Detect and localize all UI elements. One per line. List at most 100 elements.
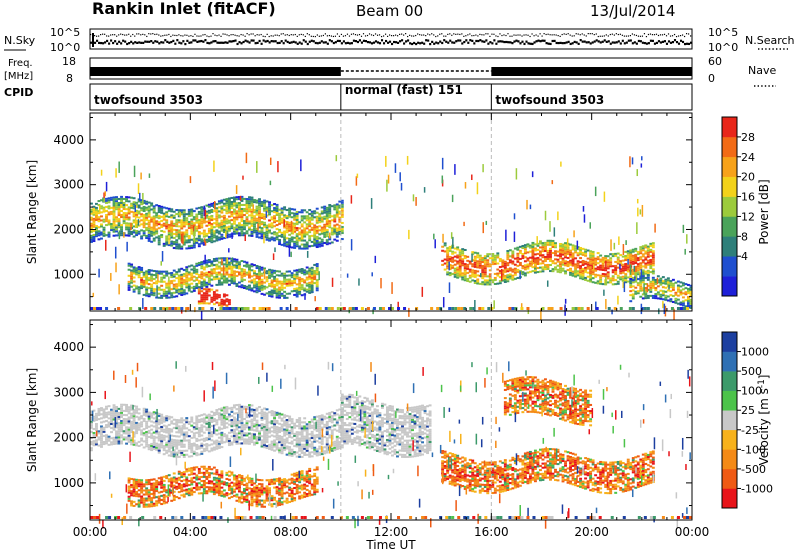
heatmap-cell (552, 246, 555, 248)
heatmap-cell (205, 221, 208, 223)
heatmap-cell (123, 430, 126, 432)
heatmap-cell (256, 275, 259, 277)
heatmap-cell (200, 434, 203, 436)
heatmap-cell (286, 293, 289, 295)
heatmap-cell (281, 283, 284, 285)
heatmap-cell (303, 236, 306, 238)
heatmap-cell (208, 238, 211, 240)
heatmap-cell (178, 209, 181, 211)
heatmap-cell (574, 257, 577, 259)
heatmap-cell (627, 268, 630, 270)
heatmap-cell (155, 428, 158, 430)
heatmap-cell (225, 304, 228, 306)
heatmap-cell (175, 435, 178, 437)
nsky-sample (236, 43, 238, 45)
heatmap-cell (316, 238, 319, 240)
heatmap-cell (313, 216, 316, 218)
heatmap-cell (278, 243, 281, 245)
heatmap-cell (203, 232, 206, 234)
heatmap-cell (536, 245, 539, 247)
heatmap-cell (235, 261, 238, 263)
heatmap-cell (589, 266, 592, 268)
nsky-sample (293, 41, 295, 43)
heatmap-cell (133, 423, 136, 425)
heatmap-cell (143, 414, 146, 416)
heatmap-cell (183, 215, 186, 217)
heatmap-cell (562, 268, 565, 270)
heatmap-cell (559, 255, 562, 257)
heatmap-cell (451, 232, 453, 239)
heatmap-cell (313, 228, 316, 230)
heatmap-cell (130, 205, 133, 207)
heatmap-cell (130, 211, 133, 213)
heatmap-cell (248, 229, 251, 231)
heatmap-cell (220, 236, 223, 238)
cpid-mode-label: normal (fast) 151 (345, 83, 463, 97)
heatmap-cell (647, 307, 650, 310)
heatmap-cell (569, 272, 572, 274)
heatmap-cell (289, 245, 291, 257)
nsearch-sample (291, 34, 292, 35)
nsearch-sample (309, 34, 310, 35)
heatmap-cell (270, 158, 272, 165)
heatmap-cell (123, 214, 126, 216)
nsearch-sample (664, 34, 665, 35)
nsearch-sample (509, 36, 510, 37)
heatmap-cell (215, 260, 218, 262)
heatmap-cell (193, 210, 196, 212)
heatmap-cell (579, 251, 582, 253)
heatmap-cell (195, 438, 198, 440)
heatmap-cell (148, 295, 151, 297)
heatmap-cell (133, 291, 136, 293)
heatmap-cell (148, 271, 151, 273)
heatmap-cell (95, 441, 98, 443)
nsky-sample (335, 41, 337, 43)
nsky-sample (455, 40, 457, 42)
heatmap-cell (649, 283, 652, 285)
nsearch-sample (521, 35, 522, 36)
heatmap-cell (632, 295, 635, 297)
heatmap-cell (128, 265, 131, 267)
heatmap-cell (126, 242, 128, 252)
heatmap-cell (652, 272, 655, 274)
heatmap-cell (225, 231, 227, 238)
heatmap-cell (642, 281, 645, 283)
heatmap-cell (516, 261, 519, 263)
heatmap-cell (258, 276, 261, 278)
heatmap-cell (243, 232, 246, 234)
heatmap-cell (148, 224, 151, 226)
heatmap-cell (634, 256, 637, 258)
nsky-sample (610, 43, 612, 45)
heatmap-cell (213, 303, 216, 305)
heatmap-cell (150, 219, 153, 221)
heatmap-cell (205, 264, 208, 266)
heatmap-cell (654, 289, 657, 291)
heatmap-cell (223, 277, 226, 279)
heatmap-cell (328, 307, 331, 310)
heatmap-cell (170, 431, 173, 433)
heatmap-cell (205, 266, 208, 268)
heatmap-cell (679, 291, 682, 293)
heatmap-cell (185, 450, 188, 452)
heatmap-cell (168, 230, 171, 232)
heatmap-cell (296, 287, 299, 289)
freq-tick-bottom: 8 (66, 72, 73, 85)
heatmap-cell (195, 271, 198, 273)
heatmap-cell (238, 232, 241, 234)
heatmap-cell (531, 248, 534, 250)
heatmap-cell (190, 431, 193, 433)
heatmap-cell (323, 206, 326, 208)
nsky-sample (311, 40, 313, 42)
heatmap-cell (210, 205, 213, 207)
heatmap-cell (215, 231, 218, 233)
heatmap-cell (135, 271, 138, 273)
heatmap-cell (471, 263, 474, 265)
heatmap-cell (200, 208, 203, 210)
heatmap-cell (629, 280, 632, 282)
heatmap-cell (175, 287, 178, 289)
heatmap-cell (203, 268, 206, 270)
nsky-sample (164, 39, 166, 41)
heatmap-cell (208, 279, 211, 281)
heatmap-cell (150, 414, 153, 416)
heatmap-cell (193, 288, 196, 290)
